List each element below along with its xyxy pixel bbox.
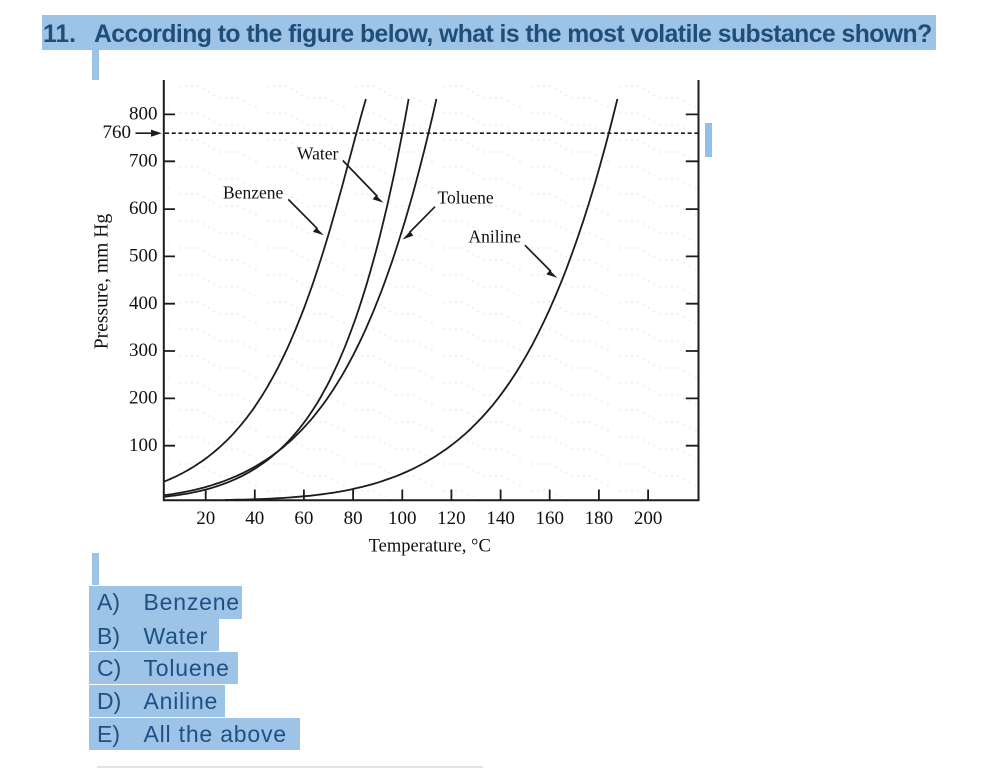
svg-text:Toluene: Toluene xyxy=(438,188,494,208)
svg-text:500: 500 xyxy=(129,246,158,267)
svg-text:700: 700 xyxy=(129,150,158,171)
svg-text:760: 760 xyxy=(103,122,132,143)
svg-text:120: 120 xyxy=(437,508,466,529)
svg-text:140: 140 xyxy=(486,508,515,529)
svg-text:Water: Water xyxy=(297,143,339,163)
svg-text:40: 40 xyxy=(245,508,264,529)
svg-text:400: 400 xyxy=(129,293,158,314)
svg-text:Benzene: Benzene xyxy=(223,182,283,202)
svg-text:100: 100 xyxy=(129,435,158,456)
svg-text:600: 600 xyxy=(129,198,158,219)
svg-text:200: 200 xyxy=(129,388,158,409)
svg-text:Temperature, °C: Temperature, °C xyxy=(369,536,491,556)
svg-text:60: 60 xyxy=(294,508,313,529)
svg-text:20: 20 xyxy=(196,508,215,529)
svg-text:800: 800 xyxy=(129,104,158,125)
svg-text:Aniline: Aniline xyxy=(469,226,522,246)
svg-text:160: 160 xyxy=(535,508,564,529)
svg-text:100: 100 xyxy=(388,508,417,529)
svg-text:200: 200 xyxy=(634,508,663,529)
svg-text:Pressure, mm Hg: Pressure, mm Hg xyxy=(92,214,113,350)
svg-text:180: 180 xyxy=(585,508,614,529)
svg-text:80: 80 xyxy=(344,508,363,529)
svg-text:300: 300 xyxy=(129,340,158,361)
